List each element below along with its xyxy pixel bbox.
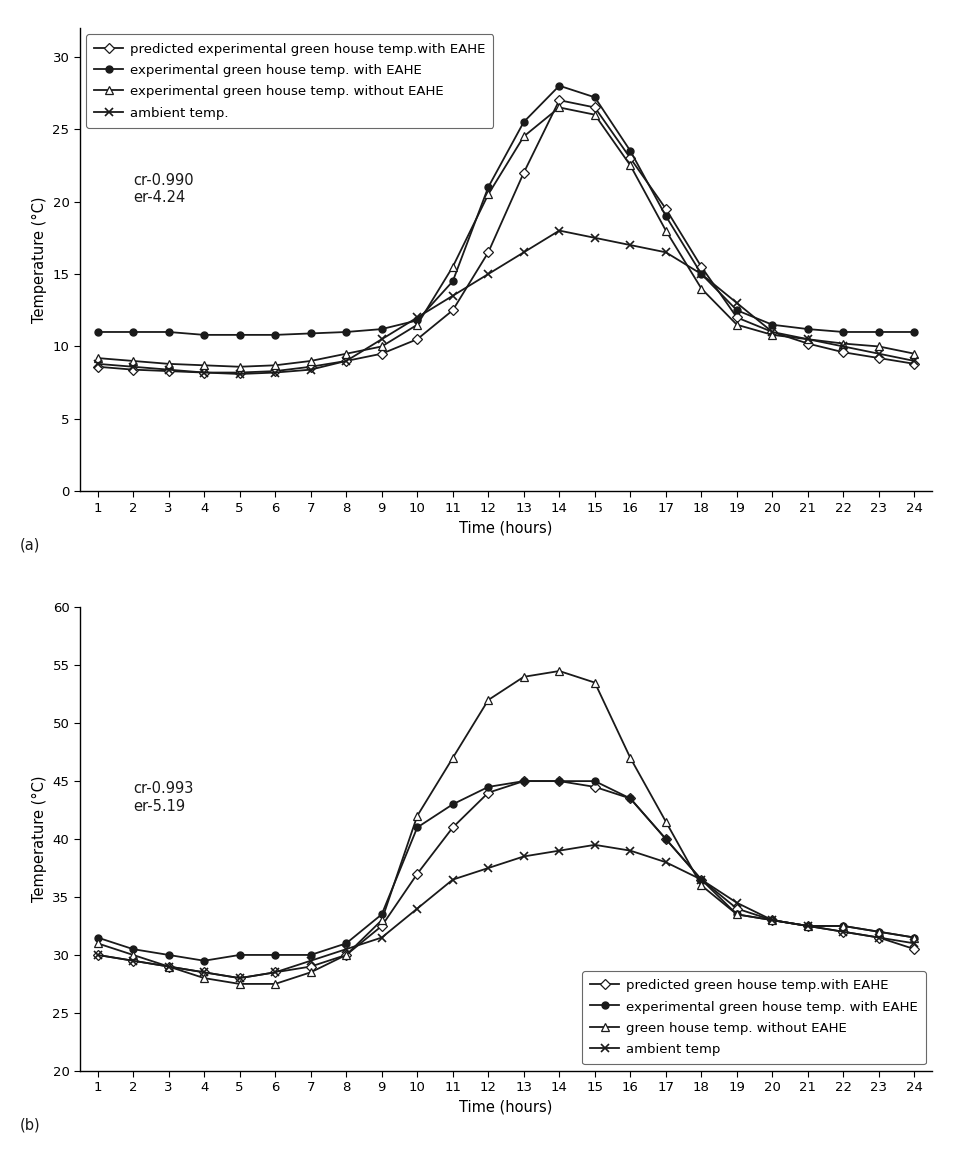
Text: (a): (a) [20, 538, 40, 553]
Text: cr-0.990
er-4.24: cr-0.990 er-4.24 [133, 173, 194, 205]
Text: (b): (b) [20, 1117, 41, 1132]
Legend: predicted experimental green house temp.with EAHE, experimental green house temp: predicted experimental green house temp.… [86, 35, 493, 128]
Y-axis label: Temperature (°C): Temperature (°C) [32, 196, 47, 323]
Y-axis label: Temperature (°C): Temperature (°C) [32, 775, 47, 902]
X-axis label: Time (hours): Time (hours) [459, 520, 553, 535]
X-axis label: Time (hours): Time (hours) [459, 1100, 553, 1115]
Legend: predicted green house temp.with EAHE, experimental green house temp. with EAHE, : predicted green house temp.with EAHE, ex… [583, 971, 925, 1064]
Text: cr-0.993
er-5.19: cr-0.993 er-5.19 [133, 781, 194, 814]
